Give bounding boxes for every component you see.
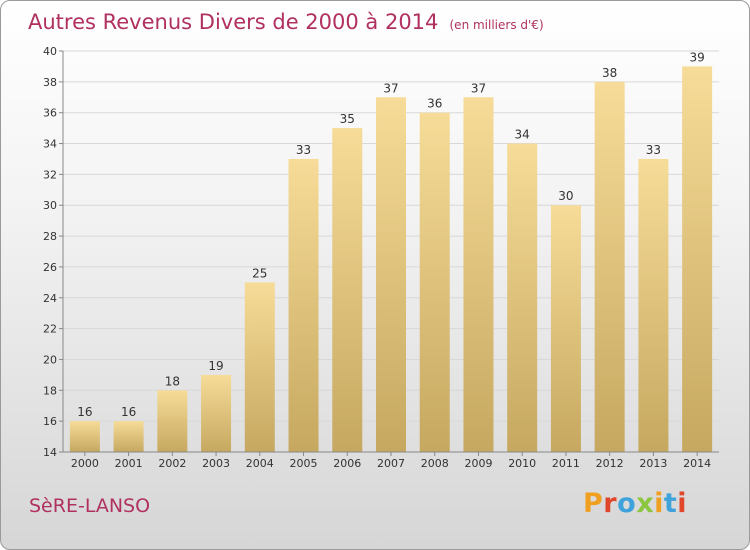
- x-tick-label: 2011: [552, 457, 580, 470]
- data-label: 39: [689, 50, 704, 64]
- x-tick-label: 2003: [202, 457, 230, 470]
- chart-title: Autres Revenus Divers de 2000 à 2014: [28, 10, 439, 34]
- x-tick-label: 2010: [508, 457, 536, 470]
- logo-letter: i: [677, 488, 688, 519]
- data-label: 25: [252, 266, 267, 280]
- commune-name: SèRE-LANSO: [29, 495, 151, 517]
- data-label: 36: [427, 97, 442, 111]
- chart-title-block: Autres Revenus Divers de 2000 à 2014 (en…: [28, 10, 544, 34]
- bar-2001: [113, 421, 144, 452]
- x-tick-label: 2009: [464, 457, 492, 470]
- data-label: 19: [208, 359, 223, 373]
- y-tick-label: 24: [43, 292, 57, 305]
- logo-letter: r: [603, 488, 618, 519]
- bar-2004: [244, 282, 275, 452]
- data-label: 18: [165, 374, 180, 388]
- x-tick-label: 2006: [333, 457, 361, 470]
- bar-2006: [332, 128, 363, 452]
- y-tick-label: 20: [43, 353, 57, 366]
- bar-2010: [507, 143, 538, 453]
- data-label: 33: [296, 143, 311, 157]
- x-tick-label: 2002: [158, 457, 186, 470]
- logo-letter: t: [663, 488, 678, 519]
- y-tick-label: 26: [43, 261, 57, 274]
- x-tick-label: 2012: [596, 457, 624, 470]
- data-label: 37: [471, 81, 486, 95]
- y-axis: 14 16 18 20 22 24 26 28 30 32 34 36 38 40: [43, 45, 64, 459]
- y-tick-label: 14: [43, 446, 57, 459]
- logo-letter: i: [654, 488, 664, 519]
- bar-2009: [463, 97, 494, 453]
- x-tick-label: 2007: [377, 457, 405, 470]
- x-tick-label: 2013: [639, 457, 667, 470]
- x-tick-label: 2000: [71, 457, 99, 470]
- data-label: 30: [558, 189, 573, 203]
- bar-2002: [157, 390, 188, 452]
- bars: [69, 66, 713, 453]
- bar-2011: [550, 205, 581, 452]
- logo-letter: o: [617, 488, 637, 519]
- bar-2013: [638, 158, 669, 452]
- bar-2008: [419, 112, 450, 452]
- x-tick-label: 2008: [421, 457, 449, 470]
- data-label: 16: [77, 405, 92, 419]
- bar-2014: [682, 66, 713, 452]
- x-axis: 2000 2001 2002 2003 2004 2005 2006 2007 2008 2009…: [63, 451, 719, 470]
- bar-2005: [288, 158, 319, 452]
- bar-2007: [376, 97, 406, 453]
- bar-2012: [594, 81, 625, 452]
- bar-2003: [201, 374, 232, 452]
- data-label: 37: [383, 81, 398, 95]
- data-label: 35: [340, 112, 355, 126]
- y-tick-label: 18: [43, 384, 57, 397]
- y-tick-label: 36: [43, 107, 57, 120]
- proxiti-logo: Proxiti: [583, 488, 687, 519]
- y-tick-label: 38: [43, 76, 57, 89]
- data-label: 33: [646, 143, 661, 157]
- logo-letter: P: [583, 488, 604, 519]
- x-tick-label: 2001: [115, 457, 143, 470]
- bar-2000: [69, 421, 100, 452]
- chart-subtitle: (en milliers d'€): [449, 18, 544, 32]
- x-tick-label: 2005: [290, 457, 318, 470]
- data-label: 34: [515, 128, 530, 142]
- x-tick-label: 2004: [246, 457, 274, 470]
- y-tick-label: 16: [43, 415, 57, 428]
- y-tick-label: 22: [43, 323, 57, 336]
- y-tick-label: 40: [43, 45, 57, 58]
- data-label: 38: [602, 66, 617, 80]
- data-labels: 16 16 18 19 25 33 35 37 36 37 34 30 38 33 39: [77, 50, 705, 419]
- y-tick-label: 30: [43, 199, 57, 212]
- y-tick-label: 34: [43, 138, 57, 151]
- logo-letter: x: [636, 488, 655, 519]
- x-tick-label: 2014: [683, 457, 711, 470]
- y-tick-label: 28: [43, 230, 57, 243]
- y-tick-label: 32: [43, 168, 57, 181]
- data-label: 16: [121, 405, 136, 419]
